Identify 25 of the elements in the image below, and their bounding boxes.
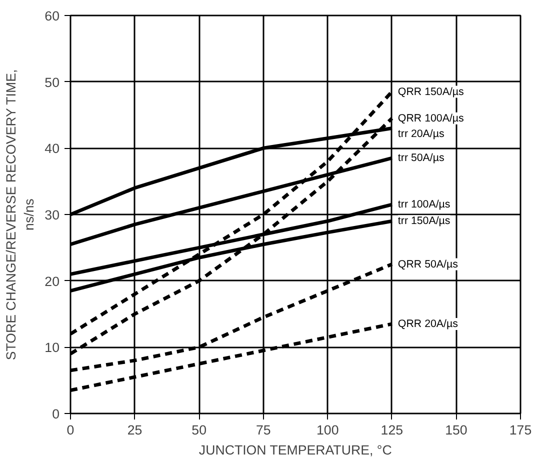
x-tick-label: 0 bbox=[66, 422, 74, 438]
x-tick-label: 125 bbox=[380, 422, 404, 438]
series-label: QRR 50A/µs bbox=[398, 258, 458, 270]
x-tick-label: 100 bbox=[316, 422, 339, 438]
x-tick-label: 175 bbox=[509, 422, 532, 438]
y-tick-label: 40 bbox=[44, 141, 60, 156]
x-tick-label: 150 bbox=[445, 422, 468, 438]
y-axis-title: STORE CHANGE/REVERSE RECOVERY TIME, ns/ns bbox=[4, 69, 37, 360]
x-axis-title: JUNCTION TEMPERATURE, °C bbox=[198, 442, 392, 458]
y-tick-label: 30 bbox=[44, 208, 60, 222]
series-label: QRR 100A/µs bbox=[398, 112, 464, 124]
x-tick-label: 50 bbox=[192, 422, 206, 438]
y-tick-label: 10 bbox=[44, 340, 60, 356]
series-label: trr 50A/µs bbox=[398, 152, 444, 164]
y-tick-label: 50 bbox=[44, 74, 60, 90]
series-label: trr 150A/µs bbox=[398, 215, 450, 228]
x-tick-label: 25 bbox=[127, 422, 142, 438]
x-tick-label: 75 bbox=[256, 422, 271, 438]
y-tick-label: 0 bbox=[52, 406, 60, 422]
series-label: QRR 20A/µs bbox=[398, 318, 458, 330]
series-label: QRR 150A/µs bbox=[398, 86, 464, 98]
series-label: trr 100A/µs bbox=[398, 198, 450, 211]
series-label: trr 20A/µs bbox=[398, 128, 444, 140]
y-tick-label: 60 bbox=[44, 8, 60, 24]
y-tick-label: 20 bbox=[44, 274, 60, 289]
